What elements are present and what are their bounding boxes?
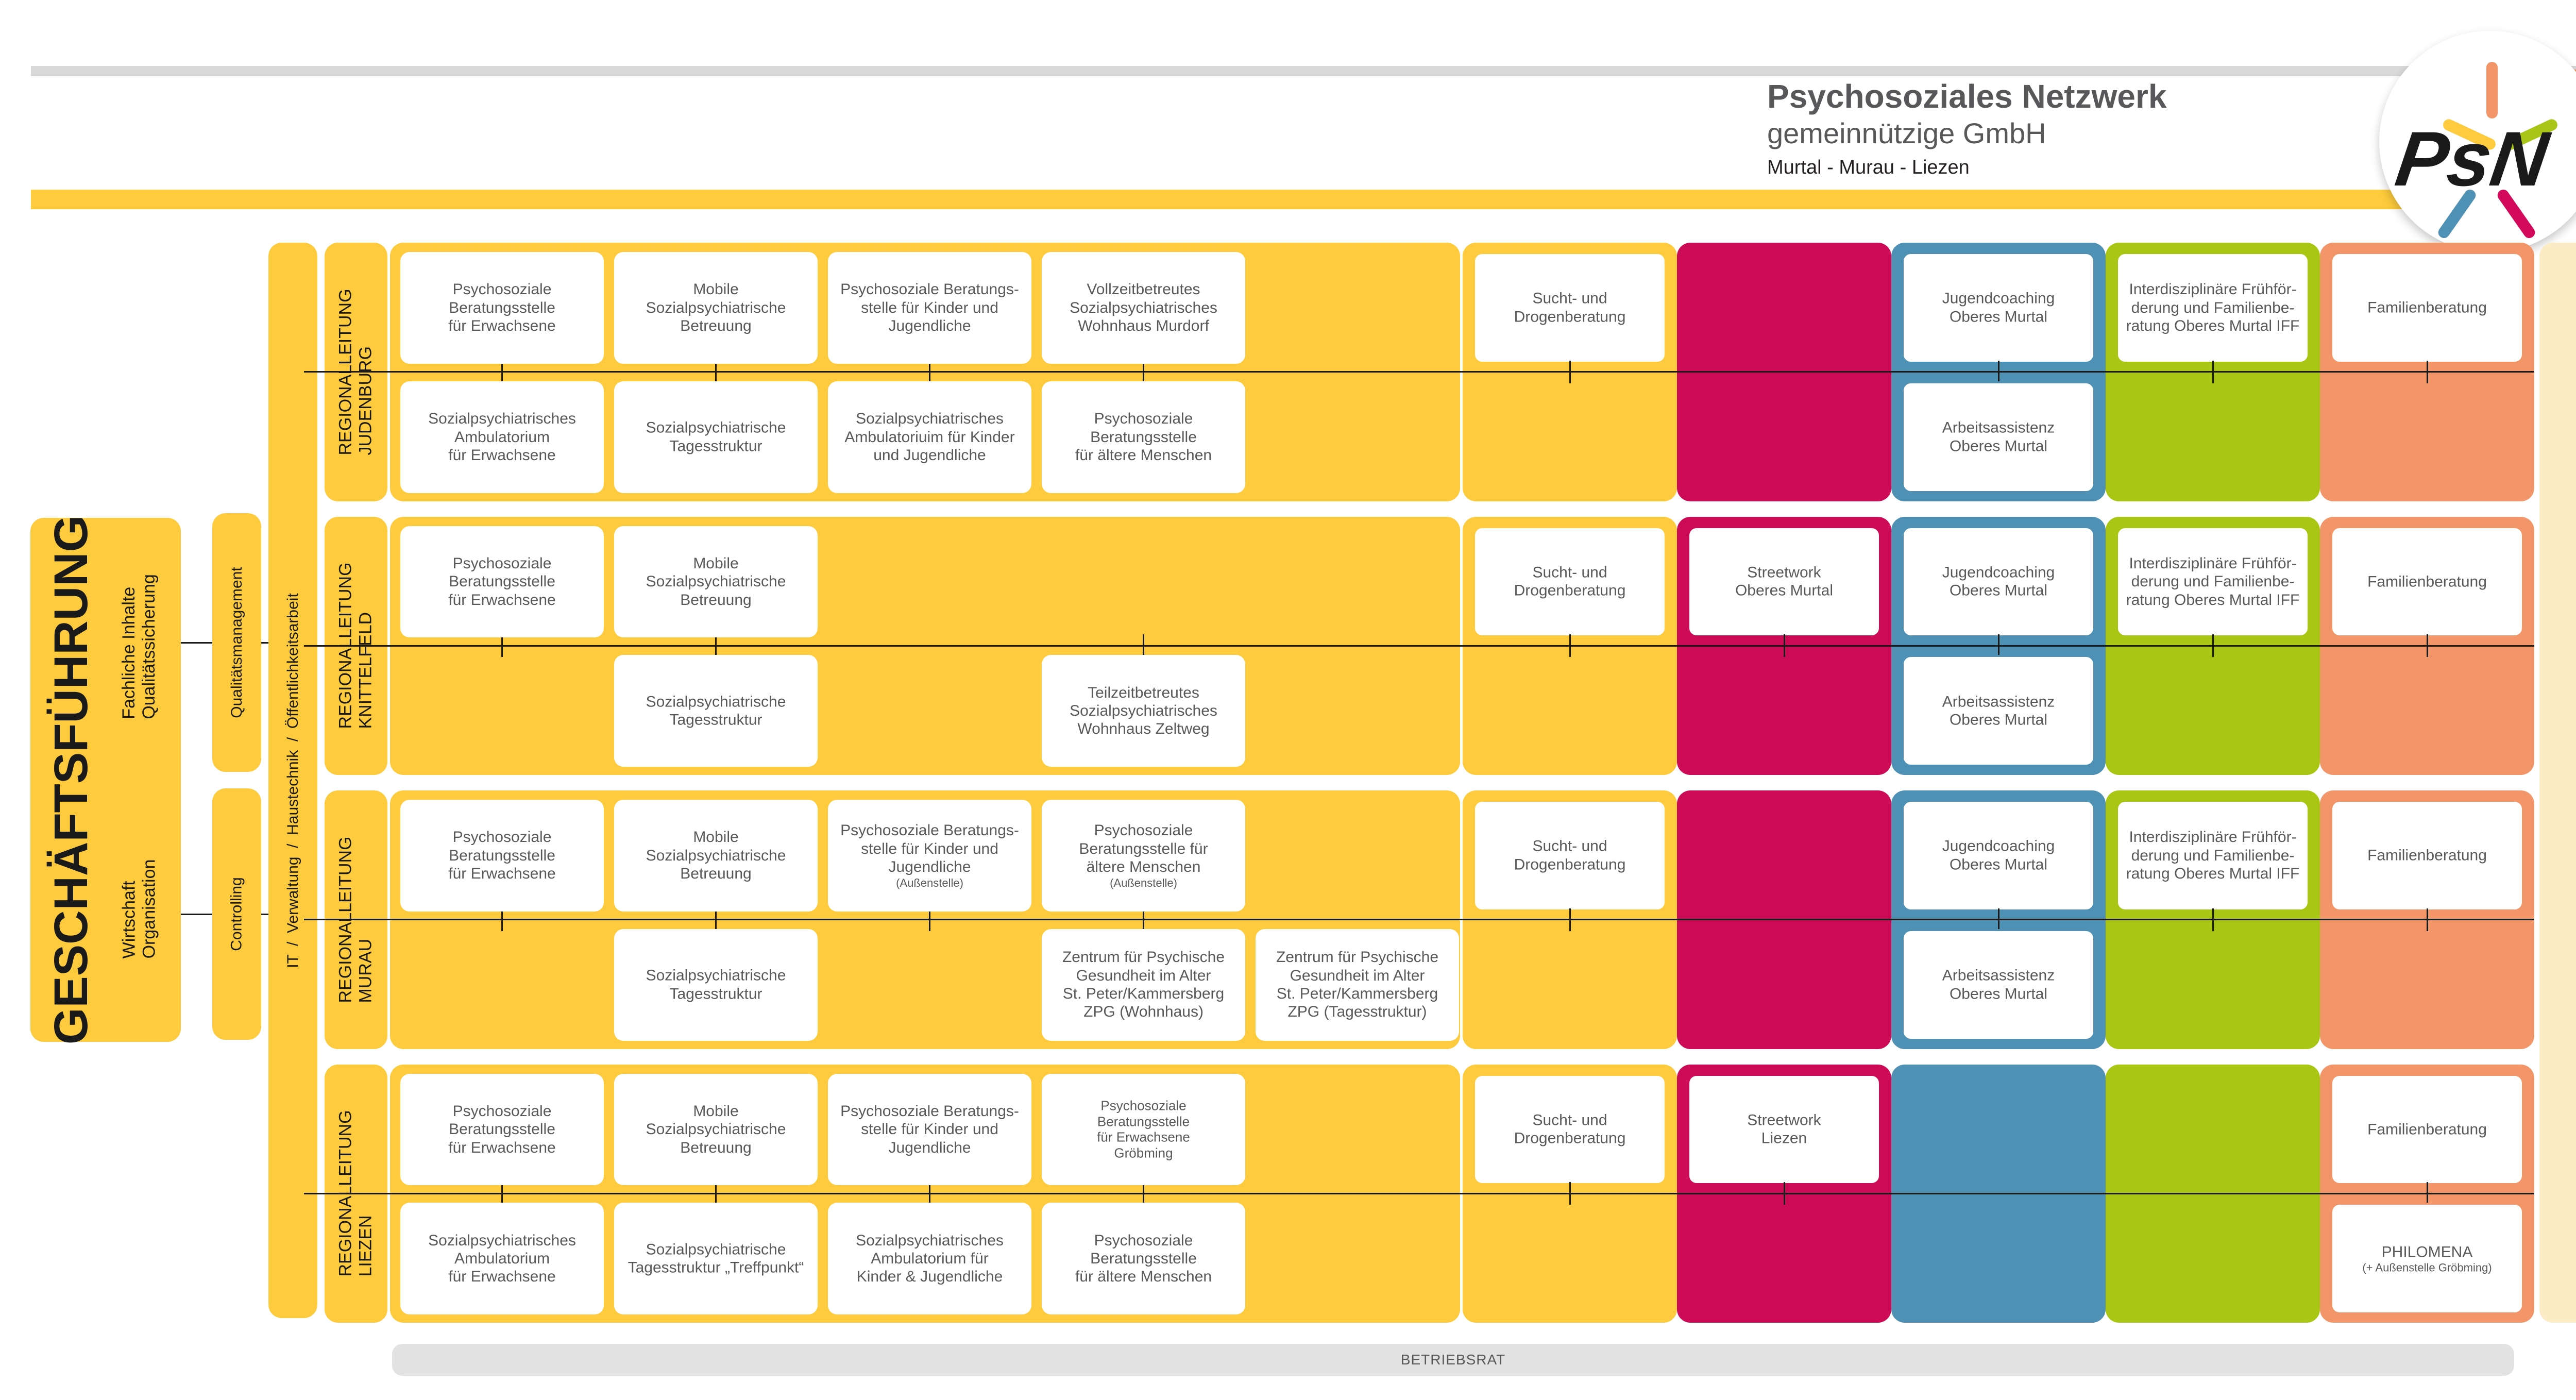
- svg-text:PsN: PsN: [2391, 116, 2554, 202]
